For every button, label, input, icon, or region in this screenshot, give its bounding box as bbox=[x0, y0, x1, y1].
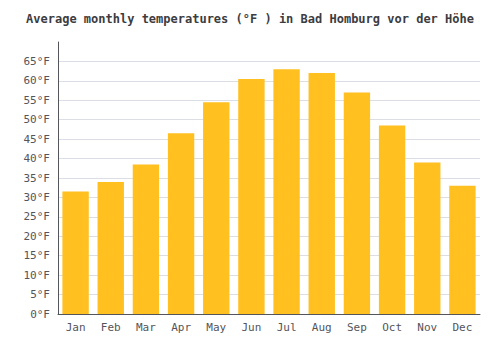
svg-text:25°F: 25°F bbox=[24, 210, 51, 223]
svg-text:0°F: 0°F bbox=[30, 308, 50, 321]
svg-text:Jan: Jan bbox=[66, 321, 86, 334]
svg-text:10°F: 10°F bbox=[24, 269, 51, 282]
svg-text:Sep: Sep bbox=[347, 321, 367, 334]
svg-text:50°F: 50°F bbox=[24, 113, 51, 126]
svg-text:Feb: Feb bbox=[101, 321, 121, 334]
svg-text:45°F: 45°F bbox=[24, 133, 51, 146]
svg-text:30°F: 30°F bbox=[24, 191, 51, 204]
svg-text:40°F: 40°F bbox=[24, 152, 51, 165]
svg-text:Oct: Oct bbox=[382, 321, 402, 334]
svg-text:20°F: 20°F bbox=[24, 230, 51, 243]
svg-text:Apr: Apr bbox=[171, 321, 191, 334]
svg-text:May: May bbox=[206, 321, 226, 334]
svg-text:35°F: 35°F bbox=[24, 172, 51, 185]
svg-text:5°F: 5°F bbox=[30, 288, 50, 301]
svg-text:Aug: Aug bbox=[312, 321, 332, 334]
svg-text:Dec: Dec bbox=[452, 321, 472, 334]
svg-text:15°F: 15°F bbox=[24, 249, 51, 262]
svg-text:Average monthly temperatures (: Average monthly temperatures (°F ) in Ba… bbox=[26, 12, 474, 26]
svg-text:55°F: 55°F bbox=[24, 94, 51, 107]
svg-text:Mar: Mar bbox=[136, 321, 156, 334]
svg-text:65°F: 65°F bbox=[24, 55, 51, 68]
svg-text:60°F: 60°F bbox=[24, 74, 51, 87]
svg-text:Nov: Nov bbox=[417, 321, 437, 334]
svg-text:Jul: Jul bbox=[277, 321, 297, 334]
svg-text:Jun: Jun bbox=[241, 321, 261, 334]
